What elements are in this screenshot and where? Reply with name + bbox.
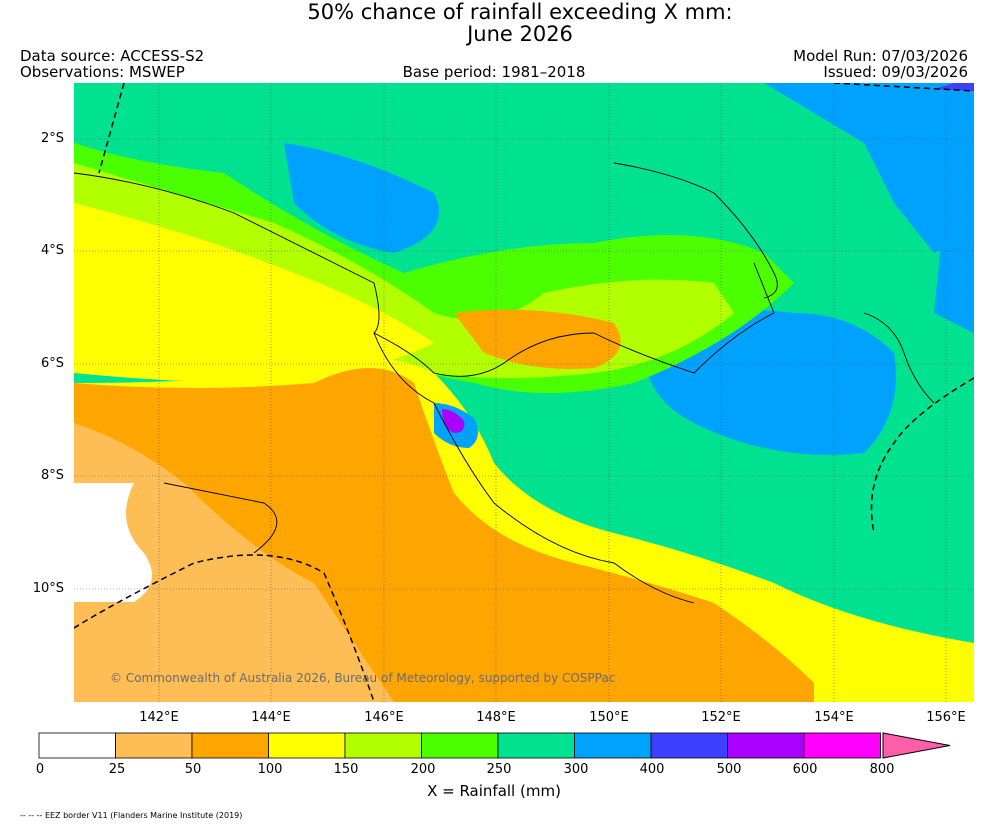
colorbar-swatch — [115, 732, 193, 759]
map-subtitle-month: June 2026 — [467, 22, 573, 46]
cbar-tick-200: 200 — [410, 762, 436, 777]
eez-borders — [74, 83, 974, 702]
rain-zone-light-orange — [74, 423, 394, 702]
colorbar-swatch — [191, 732, 269, 759]
rainfall-map-canvas — [74, 83, 974, 702]
colorbar-swatch — [727, 732, 805, 759]
lon-label-142e: 142°E — [139, 710, 179, 725]
rain-zone-yellow-w — [74, 203, 434, 383]
lat-label-2s: 2°S — [40, 131, 64, 146]
colorbar-swatch — [803, 732, 881, 759]
cbar-tick-150: 150 — [333, 762, 359, 777]
colorbar-swatch — [38, 732, 116, 759]
cbar-tick-25: 25 — [108, 762, 126, 777]
rain-zone-blue-n — [284, 143, 439, 253]
lon-label-150e: 150°E — [589, 710, 629, 725]
cbar-tick-500: 500 — [716, 762, 742, 777]
colorbar-swatches — [38, 732, 881, 759]
colorbar-swatch — [650, 732, 728, 759]
copyright-notice: © Commonwealth of Australia 2026, Bureau… — [110, 671, 616, 685]
lat-label-6s: 6°S — [40, 356, 64, 371]
colorbar-swatch — [344, 732, 422, 759]
lon-label-148e: 148°E — [476, 710, 516, 725]
no-data-white-zone — [74, 483, 152, 602]
colorbar-swatch — [497, 732, 575, 759]
cbar-tick-250: 250 — [486, 762, 512, 777]
colorbar-extend-arrow — [882, 732, 951, 759]
colorbar-title: X = Rainfall (mm) — [427, 782, 561, 800]
rain-zone-violet-peak — [442, 409, 465, 433]
cbar-tick-0: 0 — [35, 762, 45, 777]
coastlines — [74, 162, 935, 604]
rain-zone-blue-ne — [764, 83, 974, 253]
lat-label-8s: 8°S — [40, 468, 64, 483]
lon-label-152e: 152°E — [701, 710, 741, 725]
cbar-tick-300: 300 — [563, 762, 589, 777]
base-period-label: Base period: 1981–2018 — [402, 63, 586, 81]
graticule — [74, 83, 974, 702]
rain-zone-blue-far-e — [934, 203, 974, 333]
rainfall-map — [74, 83, 974, 702]
cbar-tick-600: 600 — [792, 762, 818, 777]
model-run-label: Model Run: 07/03/2026 — [793, 47, 968, 65]
cbar-tick-800: 800 — [869, 762, 895, 777]
eez-footnote: -- -- -- EEZ border V11 (Flanders Marine… — [20, 811, 243, 820]
issued-label: Issued: 09/03/2026 — [823, 63, 968, 81]
colorbar — [38, 732, 951, 759]
rain-zone-orange-north-coast — [454, 309, 621, 369]
colorbar-swatch — [574, 732, 652, 759]
colorbar-swatch — [268, 732, 346, 759]
colorbar-swatch — [421, 732, 499, 759]
observations-label: Observations: MSWEP — [20, 63, 185, 81]
cbar-tick-400: 400 — [639, 762, 665, 777]
map-title: 50% chance of rainfall exceeding X mm: — [307, 0, 733, 24]
lon-label-156e: 156°E — [926, 710, 966, 725]
cbar-tick-100: 100 — [257, 762, 283, 777]
lat-label-4s: 4°S — [40, 243, 64, 258]
data-source-label: Data source: ACCESS-S2 — [20, 47, 205, 65]
lat-label-10s: 10°S — [32, 581, 64, 596]
lon-label-154e: 154°E — [814, 710, 854, 725]
lon-label-146e: 146°E — [364, 710, 404, 725]
cbar-tick-50: 50 — [184, 762, 202, 777]
lon-label-144e: 144°E — [251, 710, 291, 725]
